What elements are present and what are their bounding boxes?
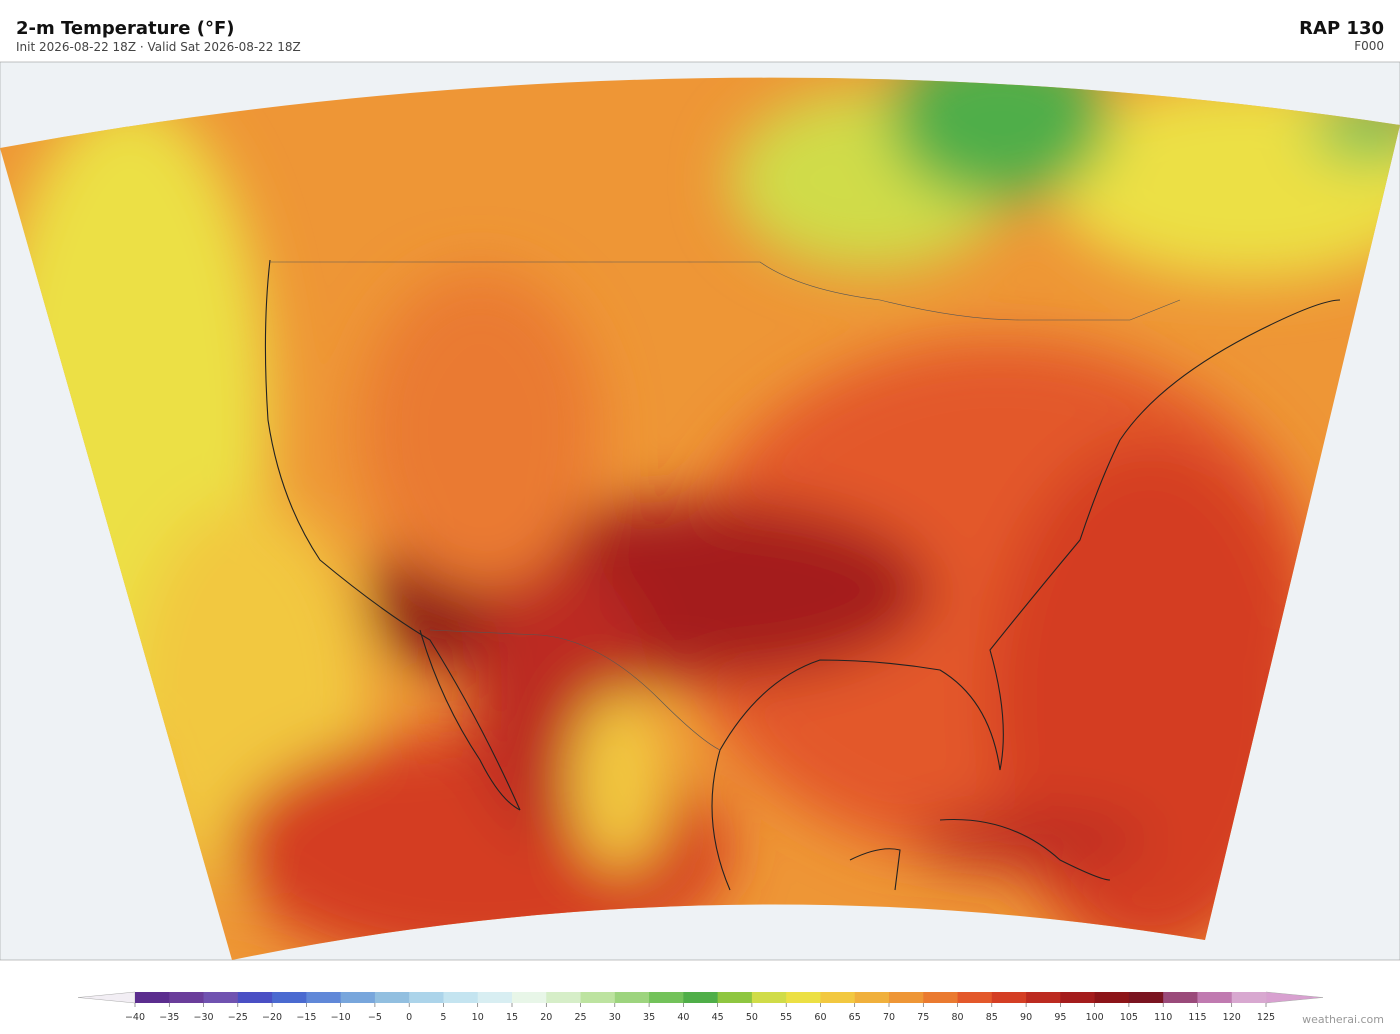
colorbar-tick-label: 60	[814, 1012, 826, 1023]
colorbar-under	[77, 991, 136, 1004]
colorbar-segment	[820, 992, 856, 1003]
colorbar-segment	[649, 992, 684, 1003]
colorbar-tick-label: 0	[406, 1012, 412, 1023]
colorbar-segment	[272, 992, 307, 1003]
colorbar-tick-label: 15	[506, 1012, 518, 1023]
colorbar-tick-label: 65	[849, 1012, 861, 1023]
colorbar-segment	[169, 992, 204, 1003]
colorbar-tick-label: −40	[125, 1012, 145, 1023]
colorbar-tick-label: 80	[951, 1012, 963, 1023]
colorbar-tick-label: 50	[746, 1012, 758, 1023]
colorbar-segment	[477, 992, 513, 1003]
colorbar-segment	[340, 992, 376, 1003]
colorbar-tick-label: −25	[228, 1012, 248, 1023]
title: 2-m Temperature (°F)	[16, 18, 235, 39]
colorbar-tick-label: 55	[780, 1012, 792, 1023]
colorbar-segment	[237, 992, 273, 1003]
colorbar-tick-label: −10	[331, 1012, 351, 1023]
colorbar-segment	[512, 992, 547, 1003]
colorbar-tick-label: 5	[440, 1012, 446, 1023]
colorbar-segment	[1060, 992, 1096, 1003]
colorbar-segment	[786, 992, 821, 1003]
colorbar-tick-label: 110	[1154, 1012, 1172, 1023]
credit: weatherai.com	[1302, 1013, 1384, 1026]
colorbar-segment	[1163, 992, 1198, 1003]
colorbar-segment	[854, 992, 890, 1003]
colorbar-tick-label: 90	[1020, 1012, 1032, 1023]
colorbar-tick-label: 115	[1188, 1012, 1206, 1023]
colorbar-tick-label: 40	[677, 1012, 689, 1023]
colorbar-tick-label: 25	[574, 1012, 586, 1023]
colorbar-segment	[306, 992, 342, 1003]
forecast-hour: F000	[1354, 39, 1384, 53]
colorbar-tick-label: −35	[159, 1012, 179, 1023]
colorbar-tick-label: 10	[472, 1012, 484, 1023]
colorbar-segment	[1094, 992, 1130, 1003]
borders	[270, 261, 1181, 751]
colorbar-segment	[443, 992, 479, 1003]
colorbar-segment	[1231, 992, 1267, 1003]
colorbar-segment	[1197, 992, 1233, 1003]
colorbar-segment	[683, 992, 719, 1003]
colorbar-segment	[580, 992, 616, 1003]
colorbar-tick-label: −15	[296, 1012, 316, 1023]
colorbar-segment	[1026, 992, 1061, 1003]
colorbar-segment	[957, 992, 993, 1003]
colorbar-tick-label: 30	[609, 1012, 621, 1023]
colorbar-segment	[135, 992, 170, 1003]
colorbar-tick-label: 120	[1223, 1012, 1241, 1023]
colorbar-over	[1265, 991, 1324, 1004]
colorbar-tick-label: 35	[643, 1012, 655, 1023]
colorbar-segment	[546, 992, 581, 1003]
colorbar-tick-label: 125	[1257, 1012, 1275, 1023]
colorbar-tick-label: 85	[986, 1012, 998, 1023]
colorbar-segment	[923, 992, 958, 1003]
colorbar-tick-label: 45	[712, 1012, 724, 1023]
colorbar-segment	[889, 992, 924, 1003]
colorbar-tick-label: −5	[368, 1012, 382, 1023]
model: RAP 130	[1299, 18, 1384, 39]
subtitle: Init 2026-08-22 18Z · Valid Sat 2026-08-…	[16, 40, 301, 54]
colorbar-tick-label: 95	[1054, 1012, 1066, 1023]
temperature-field	[0, 77, 1400, 961]
colorbar-segment	[374, 992, 410, 1003]
colorbar-tick-label: −30	[194, 1012, 214, 1023]
colorbar-tick-label: 105	[1120, 1012, 1138, 1023]
colorbar-tick-label: 20	[540, 1012, 552, 1023]
colorbar-tick-label: 70	[883, 1012, 895, 1023]
colorbar-tick-label: −20	[262, 1012, 282, 1023]
colorbar-tick-label: 100	[1086, 1012, 1104, 1023]
colorbar-tick-label: 75	[917, 1012, 929, 1023]
colorbar-segment	[991, 992, 1027, 1003]
colorbar-segment	[203, 992, 239, 1003]
colorbar-segment	[409, 992, 444, 1003]
coastlines	[264, 259, 1341, 891]
colorbar: −40 −35 −30 −25 −20 −15 −10 −5 0 5 10 15 20 25 30 35 40 4…	[77, 991, 1324, 1023]
colorbar-segment	[751, 992, 787, 1003]
colorbar-segment	[717, 992, 753, 1003]
colorbar-segment	[1128, 992, 1164, 1003]
map	[0, 61, 1400, 961]
colorbar-segment	[614, 992, 650, 1003]
